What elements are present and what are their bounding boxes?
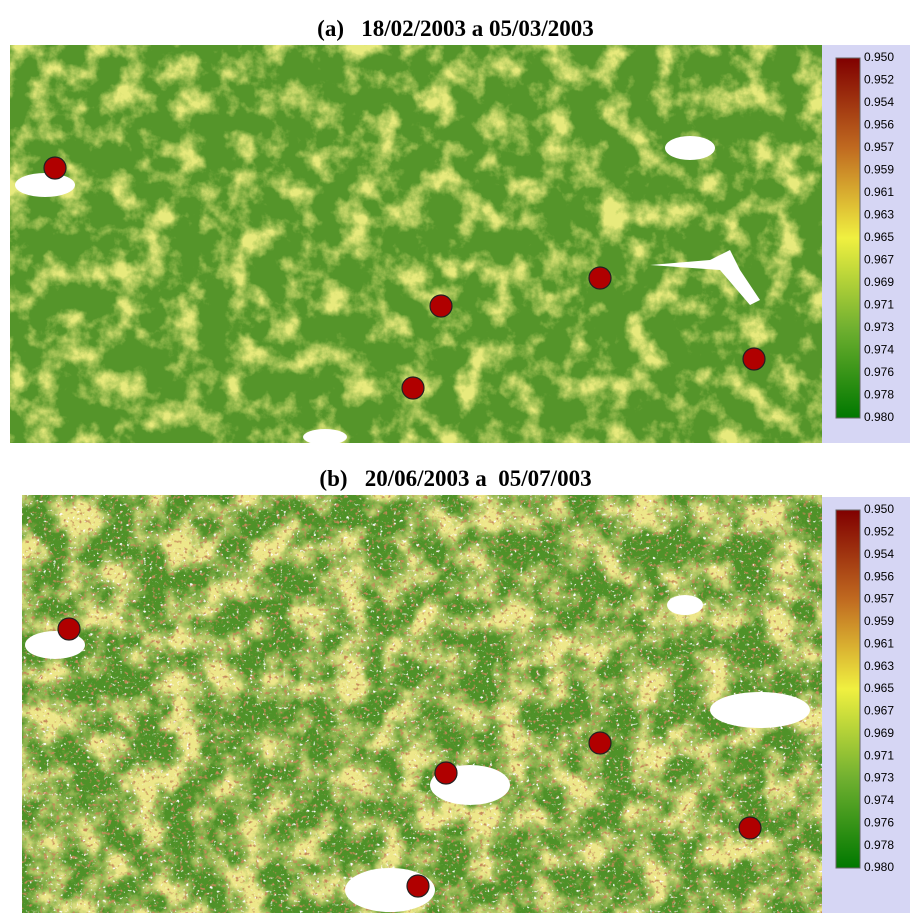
legend-label: 0.950 xyxy=(864,50,894,64)
panel-title: (a) 18/02/2003 a 05/03/2003 xyxy=(317,16,594,41)
site-marker xyxy=(57,617,81,641)
legend-label: 0.973 xyxy=(864,771,894,785)
legend-label: 0.967 xyxy=(864,253,894,267)
legend-label: 0.957 xyxy=(864,140,894,154)
legend-label: 0.950 xyxy=(864,502,894,516)
legend-label: 0.976 xyxy=(864,815,894,829)
legend-label: 0.974 xyxy=(864,793,894,807)
legend-label: 0.978 xyxy=(864,388,894,402)
legend-label: 0.961 xyxy=(864,185,894,199)
legend-label: 0.956 xyxy=(864,118,894,132)
site-marker xyxy=(406,874,430,898)
legend-box xyxy=(822,45,910,443)
site-marker xyxy=(429,294,453,318)
legend-label: 0.963 xyxy=(864,659,894,673)
legend-label: 0.961 xyxy=(864,636,894,650)
panel-title: (b) 20/06/2003 a 05/07/003 xyxy=(319,466,592,491)
legend-label: 0.980 xyxy=(864,860,894,874)
colorbar xyxy=(835,509,861,869)
legend-label: 0.957 xyxy=(864,592,894,606)
legend-label: 0.952 xyxy=(864,525,894,539)
site-marker xyxy=(742,347,766,371)
legend-label: 0.967 xyxy=(864,704,894,718)
legend-label: 0.978 xyxy=(864,838,894,852)
legend-box xyxy=(822,497,910,913)
legend-label: 0.971 xyxy=(864,298,894,312)
site-marker xyxy=(588,731,612,755)
legend-label: 0.974 xyxy=(864,343,894,357)
colorbar xyxy=(835,57,861,419)
map-texture xyxy=(22,495,822,913)
map-base xyxy=(10,45,822,443)
legend-label: 0.965 xyxy=(864,681,894,695)
legend-label: 0.959 xyxy=(864,614,894,628)
legend-label: 0.956 xyxy=(864,569,894,583)
map-texture xyxy=(10,45,822,443)
legend-label: 0.976 xyxy=(864,365,894,379)
legend-label: 0.969 xyxy=(864,275,894,289)
site-markers xyxy=(57,617,762,898)
legend-label: 0.965 xyxy=(864,230,894,244)
legend-label: 0.963 xyxy=(864,208,894,222)
site-marker xyxy=(43,156,67,180)
site-marker xyxy=(401,376,425,400)
legend-labels: 0.950 0.952 0.954 0.956 0.957 0.959 0.961 0.963… xyxy=(864,50,894,874)
site-marker xyxy=(738,816,762,840)
legend-label: 0.980 xyxy=(864,410,894,424)
map-texture xyxy=(22,495,822,913)
legend-label: 0.971 xyxy=(864,748,894,762)
legend-label: 0.954 xyxy=(864,95,894,109)
no-data-areas xyxy=(15,136,760,445)
legend-label: 0.954 xyxy=(864,547,894,561)
legend-label: 0.952 xyxy=(864,73,894,87)
legend-label: 0.973 xyxy=(864,320,894,334)
no-data-areas xyxy=(25,595,810,912)
map-base xyxy=(22,495,822,913)
map-texture xyxy=(22,495,822,913)
site-markers xyxy=(43,156,766,400)
site-marker xyxy=(588,266,612,290)
legend-label: 0.969 xyxy=(864,726,894,740)
legend-label: 0.959 xyxy=(864,163,894,177)
site-marker xyxy=(434,761,458,785)
